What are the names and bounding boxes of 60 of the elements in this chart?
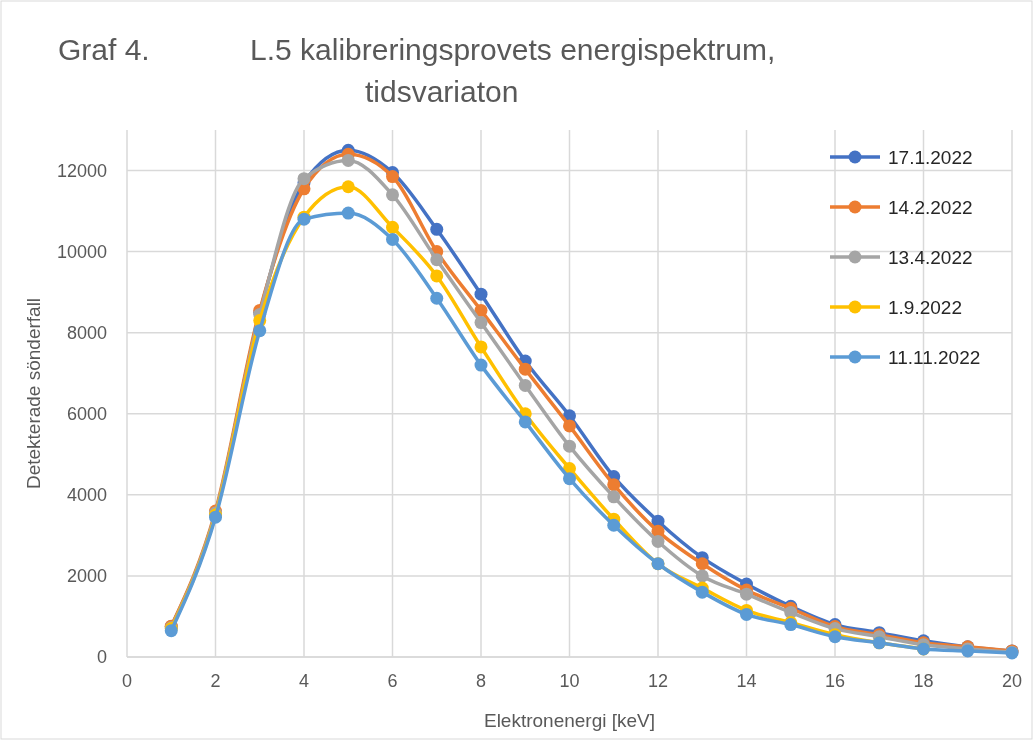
legend-label: 11.11.2022 [888,346,981,368]
point [518,362,532,376]
legend-label: 14.2.2022 [888,196,973,218]
x-tick-label: 20 [1001,671,1023,691]
y-tick-label: 6000 [66,404,107,425]
point [386,220,399,234]
point [386,232,399,246]
point [430,269,444,283]
legend-label: 13.4.2022 [888,246,973,268]
point [518,415,532,429]
point [430,291,444,305]
y-tick-label: 12000 [56,160,107,181]
point [341,153,355,167]
point [430,253,444,267]
x-tick-label: 18 [913,671,934,691]
point [607,490,621,504]
point [341,180,355,194]
point [474,340,488,354]
y-tick-label: 4000 [66,485,107,506]
x-tick-label: 10 [559,671,580,691]
point [740,587,753,601]
point [563,419,576,433]
chart-title: Graf 4. [58,33,150,66]
x-tick-label: 4 [298,671,310,691]
point [695,569,709,583]
point [474,316,488,330]
point [474,358,488,372]
y-tick-label: 10000 [56,241,107,262]
point [474,303,488,317]
y-tick-label: 8000 [66,322,107,343]
x-tick-label: 14 [736,671,757,691]
y-tick-label: 2000 [66,566,107,587]
point [297,172,311,186]
point [563,439,576,453]
point [386,188,399,202]
point [563,472,576,486]
point [740,607,753,621]
y-axis-title: Detekterade sönderfall [23,297,44,490]
point [430,222,444,236]
chart-subtitle: L.5 kalibreringsprovets energispektrum, tidsvariaton [250,33,776,108]
point [474,287,488,301]
x-tick-label: 16 [824,671,846,691]
y-tick-label: 0 [96,647,107,668]
point [695,557,709,571]
point [253,324,267,338]
x-axis-title: Elektronenergi [keV] [483,710,656,731]
point [695,585,709,599]
x-tick-label: 12 [647,671,669,691]
point [607,518,621,532]
point [651,534,665,548]
x-tick-label: 8 [475,671,487,691]
point [607,478,621,492]
point [386,170,399,184]
point [341,206,355,220]
x-tick-label: 6 [387,671,398,691]
x-tick-label: 2 [210,671,221,691]
x-tick-label: 0 [121,671,133,691]
legend-label: 1.9.2022 [888,296,962,318]
point [518,378,532,392]
legend-label: 17.1.2022 [888,146,973,168]
